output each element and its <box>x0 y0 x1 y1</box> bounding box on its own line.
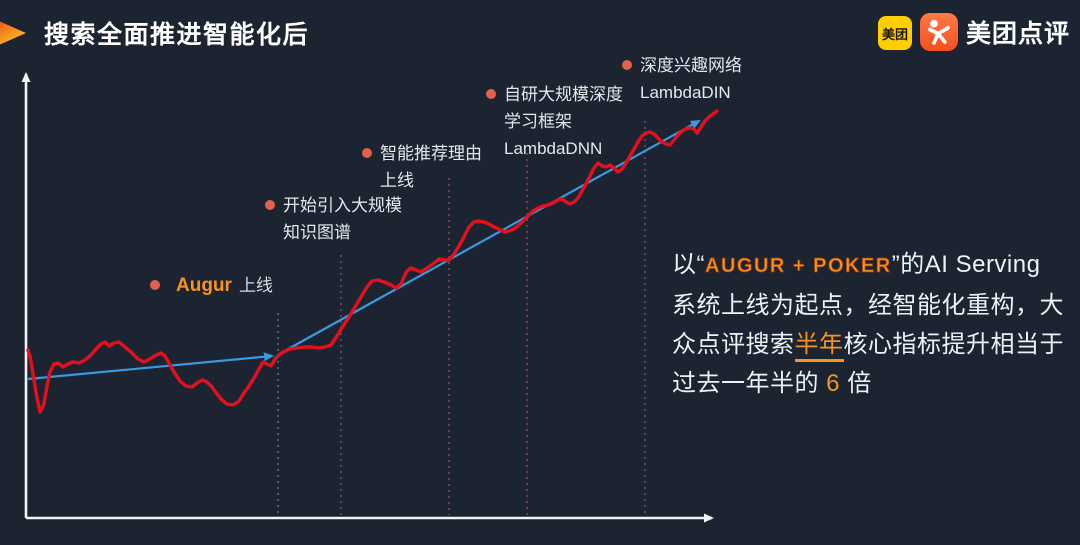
insight-line-3-prefix: 众点评搜索 <box>672 331 795 358</box>
arrow-accent-icon <box>0 21 26 45</box>
annotation-line: 智能推荐理由 <box>380 144 482 163</box>
branding: 美团 美团点评 <box>877 13 1070 51</box>
bullet-dot-icon <box>486 89 496 99</box>
annotation-augur-suffix: 上线 <box>238 276 273 295</box>
brand-wordmark: 美团点评 <box>965 20 1070 48</box>
annotation-lambdadin: 深度兴趣网络 LambdaDIN <box>622 52 742 106</box>
metric-trend-line <box>26 109 719 414</box>
meituan-logo-icon: 美团 <box>877 16 912 50</box>
insight-line-4: 过去一年半的 6 倍 <box>672 364 1064 403</box>
annotation-augur-name: Augur <box>176 275 232 296</box>
annotation-line: 自研大规模深度 <box>504 85 623 104</box>
insight-line-2: 系统上线为起点，经智能化重构，大 <box>672 292 1064 319</box>
annotation-knowledge-graph: 开始引入大规模 知识图谱 <box>265 192 402 246</box>
highlight-multiplier: 6 <box>826 370 841 397</box>
bullet-dot-icon <box>362 148 372 158</box>
annotation-line: 开始引入大规模 <box>283 196 402 215</box>
trend-arrow-line <box>27 352 274 381</box>
annotation-line: 上线 <box>380 171 414 190</box>
annotation-line: LambdaDIN <box>640 83 731 102</box>
insight-line-4-prefix: 过去一年半的 <box>672 370 827 397</box>
bullet-dot-icon <box>622 60 632 70</box>
brand-augur-poker: AUGUR + POKER <box>705 255 892 278</box>
insight-line-3: 众点评搜索半年核心指标提升相当于 <box>672 325 1064 364</box>
annotation-line: 深度兴趣网络 <box>640 56 742 75</box>
bullet-dot-icon <box>150 280 160 290</box>
bullet-dot-icon <box>265 200 275 210</box>
annotation-line: LambdaDNN <box>504 139 603 158</box>
dianping-logo-icon <box>919 13 958 51</box>
insight-prefix: 以“ <box>672 251 705 278</box>
annotation-augur-launch: Augur 上线 <box>150 272 273 299</box>
insight-after-brand: ”的AI Serving <box>891 251 1041 278</box>
insight-paragraph: 以“AUGUR + POKER”的AI Serving 系统上线为起点，经智能化… <box>672 245 1064 403</box>
insight-line-4-suffix: 倍 <box>840 370 872 397</box>
page-title: 搜索全面推进智能化后 <box>44 21 310 49</box>
insight-line-3-suffix: 核心指标提升相当于 <box>843 331 1064 358</box>
annotation-line: 学习框架 <box>504 112 572 131</box>
annotation-smart-recommendation: 智能推荐理由 上线 <box>362 140 482 194</box>
highlight-half-year: 半年 <box>794 331 844 362</box>
annotation-line: 知识图谱 <box>283 223 351 242</box>
insight-line-1: 以“AUGUR + POKER”的AI Serving <box>672 245 1064 286</box>
dianping-person-icon <box>927 19 950 45</box>
annotation-lambdadnn: 自研大规模深度 学习框架 LambdaDNN <box>486 81 623 162</box>
